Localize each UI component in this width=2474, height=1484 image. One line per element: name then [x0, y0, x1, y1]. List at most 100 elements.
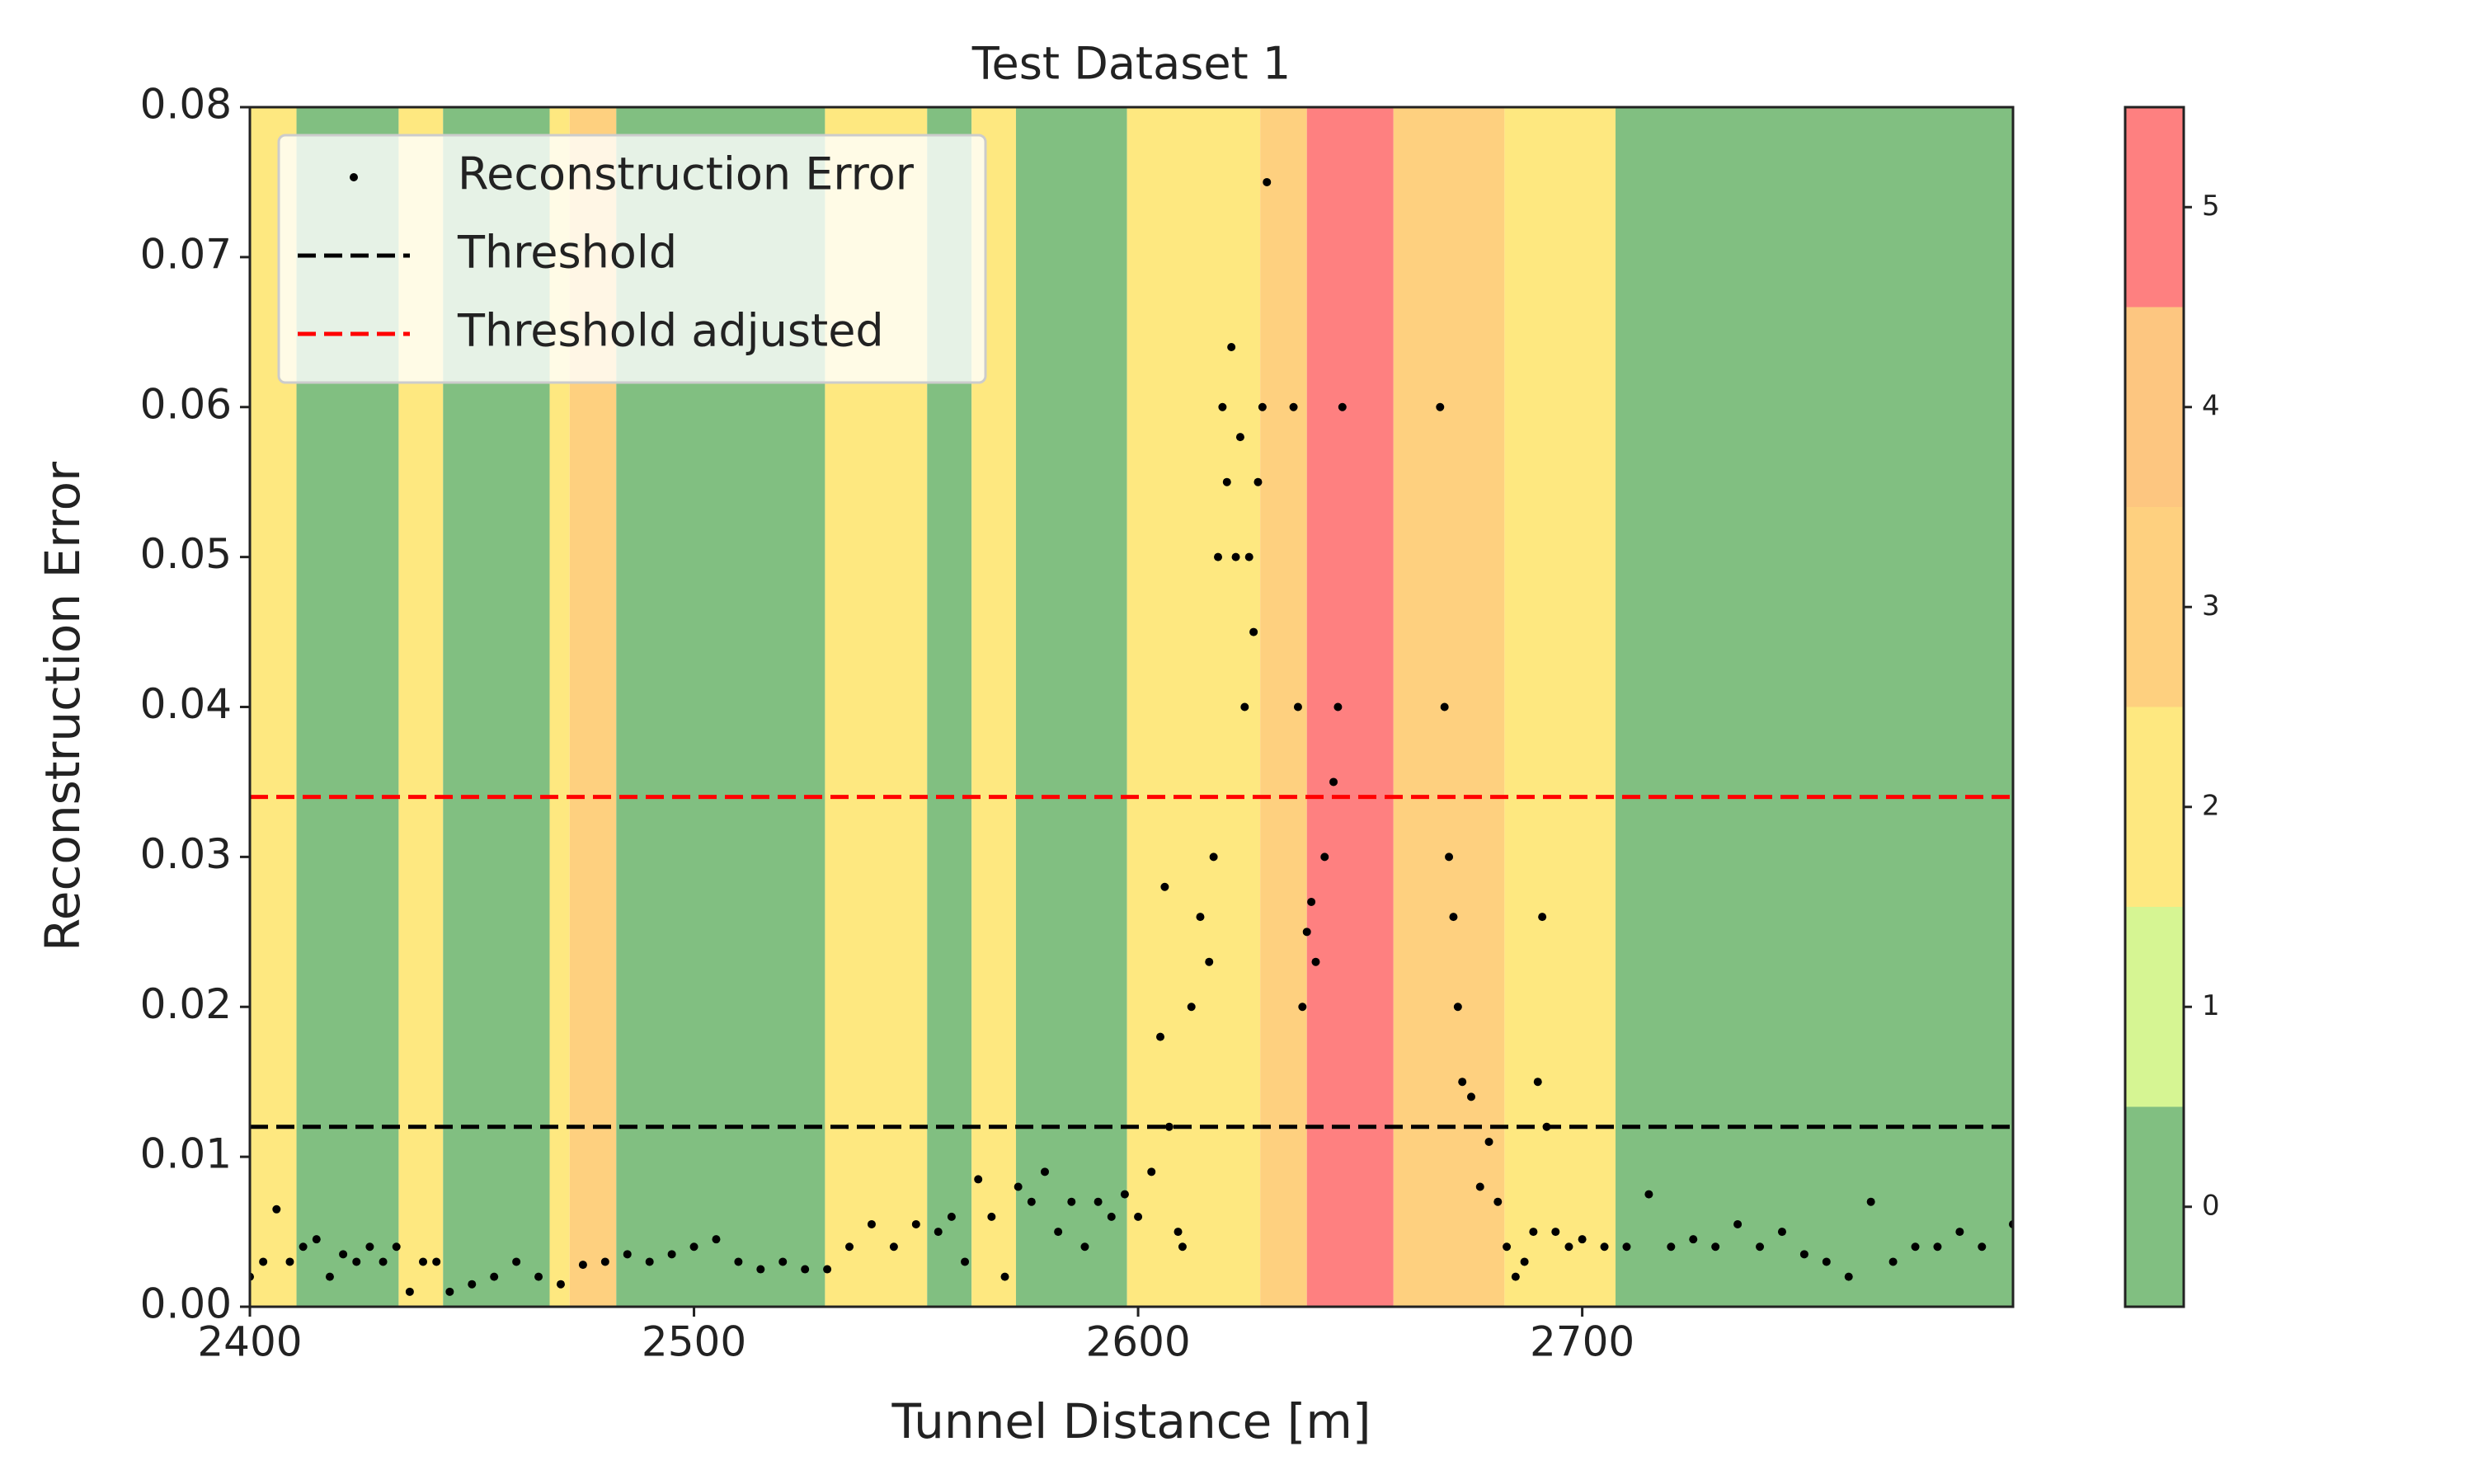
data-point [1756, 1242, 1765, 1252]
data-point [1249, 627, 1258, 636]
data-point [1440, 702, 1449, 711]
data-point [325, 1272, 334, 1281]
data-point [1333, 702, 1343, 711]
data-point [352, 1257, 361, 1266]
colorbar-tick-label: 2 [2202, 789, 2220, 822]
colorbar-segment [2125, 107, 2184, 308]
data-point [1240, 702, 1249, 711]
chart-title: Test Dataset 1 [971, 38, 1291, 90]
data-point [1227, 343, 1236, 351]
data-point [1667, 1242, 1676, 1252]
data-point [823, 1265, 832, 1274]
class-band [1306, 107, 1394, 1307]
data-point [1551, 1228, 1560, 1237]
data-point [1231, 552, 1240, 561]
data-point [1329, 777, 1338, 787]
data-point [512, 1257, 521, 1266]
class-band [1015, 107, 1127, 1307]
data-point [1067, 1197, 1076, 1206]
colorbar-segment [2125, 307, 2184, 507]
y-tick-label: 0.04 [140, 680, 232, 728]
data-point [623, 1250, 632, 1259]
data-point [1484, 1137, 1493, 1146]
y-tick-label: 0.08 [140, 81, 232, 129]
y-tick-label: 0.01 [140, 1130, 232, 1178]
data-point [1000, 1272, 1009, 1281]
colorbar-tick-label: 0 [2202, 1189, 2220, 1222]
data-point [365, 1242, 374, 1252]
data-point [1475, 1182, 1484, 1191]
data-point [600, 1257, 609, 1266]
data-point [1298, 1003, 1307, 1012]
data-point [1218, 402, 1227, 411]
data-point [1235, 433, 1244, 442]
data-point [1338, 402, 1347, 411]
data-point [272, 1205, 281, 1214]
data-point [1147, 1167, 1156, 1176]
data-point [1711, 1242, 1720, 1252]
data-point [1622, 1242, 1631, 1252]
data-point [1107, 1212, 1116, 1221]
data-point [1196, 913, 1205, 922]
data-point [987, 1212, 996, 1221]
data-point [1689, 1235, 1698, 1244]
data-point [734, 1257, 743, 1266]
legend-label: Threshold [457, 227, 677, 279]
data-point [299, 1242, 308, 1252]
legend-label: Threshold adjusted [457, 305, 884, 357]
data-point [1799, 1250, 1808, 1259]
class-band [1393, 107, 1505, 1307]
data-point [1445, 852, 1454, 862]
colorbar-tick-label: 4 [2202, 389, 2220, 422]
data-point [845, 1242, 854, 1252]
data-point [379, 1257, 388, 1266]
y-axis-label: Reconstruction Error [35, 462, 91, 951]
data-point [1222, 477, 1231, 486]
data-point [1244, 552, 1253, 561]
data-point [1134, 1212, 1143, 1221]
legend-box [277, 134, 987, 384]
data-point [1822, 1257, 1831, 1266]
colorbar-tick-label: 5 [2202, 190, 2220, 223]
data-point [1600, 1242, 1609, 1252]
colorbar-segment [2125, 907, 2184, 1107]
data-point [1094, 1197, 1103, 1206]
data-point [1320, 852, 1329, 862]
class-band [1126, 107, 1261, 1307]
data-point [1343, 28, 1351, 36]
colorbar-frame [2124, 106, 2185, 1308]
x-tick-label: 2600 [1085, 1318, 1190, 1366]
data-point [1493, 1197, 1503, 1206]
data-point [667, 1250, 676, 1259]
data-point [1503, 1242, 1512, 1252]
data-point [1911, 1242, 1920, 1252]
data-point [1644, 1190, 1653, 1199]
data-point [1955, 1228, 1964, 1237]
data-point [405, 1287, 414, 1296]
data-point [1156, 1032, 1165, 1041]
data-point [1933, 1242, 1942, 1252]
data-point [339, 1250, 348, 1259]
colorbar-segment [2125, 1106, 2184, 1307]
data-point [1529, 1228, 1538, 1237]
data-point [1174, 1228, 1183, 1237]
data-point [1014, 1182, 1023, 1191]
data-point [1258, 402, 1267, 411]
y-tick-label: 0.02 [140, 980, 232, 1028]
data-point [1978, 1242, 1987, 1252]
data-point [1533, 1078, 1542, 1087]
data-point [1578, 1235, 1587, 1244]
data-point [1458, 1078, 1467, 1087]
legend-label: Reconstruction Error [458, 148, 915, 200]
data-point [712, 1235, 721, 1244]
data-point [961, 1257, 970, 1266]
data-point [490, 1272, 499, 1281]
data-point [1120, 1190, 1129, 1199]
colorbar-tick-label: 1 [2202, 989, 2220, 1022]
data-point [1449, 913, 1458, 922]
data-point [1289, 402, 1298, 411]
data-point [974, 1175, 983, 1184]
overlay: 2400 2500 2600 2700 0.00 0.01 0.02 0.03 0.04 0.05… [140, 81, 2220, 1366]
class-band [1616, 107, 2013, 1307]
data-point [285, 1257, 294, 1266]
